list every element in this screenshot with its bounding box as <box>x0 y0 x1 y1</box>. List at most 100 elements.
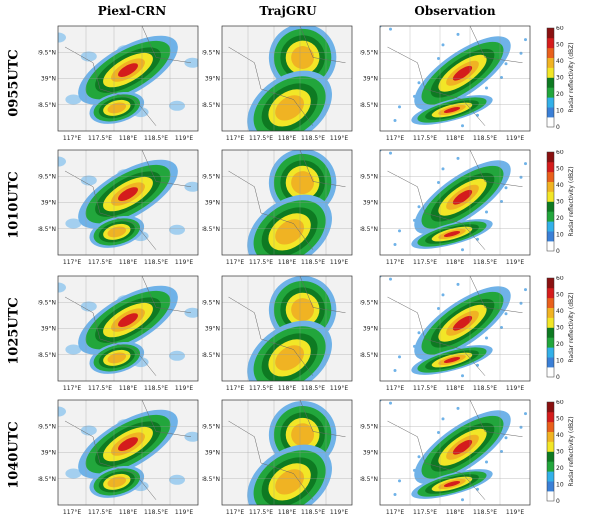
colorbar: 60 50 40 30 20 10 0 Radar reflectivity (dBZ) <box>546 150 575 255</box>
colorbar: 60 50 40 30 20 10 0 Radar reflectivity (dBZ) <box>546 276 575 381</box>
x-tick-label: 117°E <box>226 135 244 142</box>
y-tick-label: 39°N <box>41 200 56 207</box>
x-tick-label: 117°E <box>63 259 81 266</box>
y-tick-label: 39°N <box>363 200 378 207</box>
x-tick-label: 117°E <box>226 509 244 516</box>
y-tick-label: 39°N <box>363 326 378 333</box>
x-tick-label: 117.5°E <box>249 385 273 392</box>
colorbar-tick-label: 30 <box>556 75 564 82</box>
colorbar-tick-label: 10 <box>556 232 564 239</box>
colorbar-tick-label: 30 <box>556 449 564 456</box>
x-tick-label: 117°E <box>63 135 81 142</box>
x-tick-label: 118°E <box>278 509 296 516</box>
y-tick-label: 38.5°N <box>202 226 220 233</box>
colorbar-tick-label: 50 <box>556 292 564 299</box>
x-tick-label: 118°E <box>119 135 137 142</box>
x-tick-label: 119°E <box>175 509 193 516</box>
x-tick-label: 119°E <box>330 385 348 392</box>
y-tick-label: 39.5°N <box>360 423 378 430</box>
x-tick-label: 118.5°E <box>473 385 497 392</box>
x-tick-label: 117°E <box>226 259 244 266</box>
radar-panel-observation-1010utc: 39.5°N 39°N 38.5°N 117°E 117.5°E 118°E 118.5°E… <box>360 149 531 266</box>
x-tick-label: 117.5°E <box>413 259 437 266</box>
y-tick-label: 39.5°N <box>360 49 378 56</box>
x-tick-label: 118.5°E <box>301 385 325 392</box>
colorbar: 60 50 40 30 20 10 0 Radar reflectivity (dBZ) <box>546 400 575 505</box>
colorbar-tick-label: 30 <box>556 325 564 332</box>
x-tick-label: 117°E <box>386 135 404 142</box>
y-tick-label: 39°N <box>205 450 220 457</box>
y-tick-label: 39°N <box>205 200 220 207</box>
y-tick-label: 39.5°N <box>38 49 56 56</box>
radar-panel-piexl-crn-1025utc: 39.5°N 39°N 38.5°N 117°E 117.5°E 118°E 118.5°E… <box>38 275 199 392</box>
y-tick-label: 39.5°N <box>202 173 220 180</box>
x-tick-label: 118°E <box>278 135 296 142</box>
column-title-pixel-crn: Piexl-CRN <box>97 4 167 18</box>
x-tick-label: 117.5°E <box>249 135 273 142</box>
y-tick-label: 39.5°N <box>38 173 56 180</box>
colorbar-tick-label: 0 <box>556 124 560 131</box>
colorbar-tick-label: 10 <box>556 358 564 365</box>
colorbar-tick-label: 20 <box>556 91 564 98</box>
x-tick-label: 118°E <box>446 385 464 392</box>
x-tick-label: 119°E <box>506 385 524 392</box>
y-tick-label: 39.5°N <box>360 173 378 180</box>
y-tick-label: 38.5°N <box>38 102 56 109</box>
y-tick-label: 39.5°N <box>202 49 220 56</box>
y-tick-label: 38.5°N <box>38 352 56 359</box>
x-tick-label: 117.5°E <box>413 135 437 142</box>
radar-panel-piexl-crn-0955utc: 39.5°N 39°N 38.5°N 117°E 117.5°E 118°E 118.5°E… <box>38 25 199 142</box>
radar-panel-observation-0955utc: 39.5°N 39°N 38.5°N 117°E 117.5°E 118°E 118.5°E… <box>360 25 531 142</box>
x-tick-label: 117°E <box>226 385 244 392</box>
colorbar-tick-label: 0 <box>556 498 560 505</box>
y-tick-label: 39.5°N <box>360 299 378 306</box>
radar-panel-trajgru-1025utc: 39.5°N 39°N 38.5°N 117°E 117.5°E 118°E 118.5°E… <box>202 275 353 392</box>
colorbar-tick-label: 0 <box>556 374 560 381</box>
colorbar-tick-label: 30 <box>556 199 564 206</box>
y-tick-label: 39°N <box>205 326 220 333</box>
x-tick-label: 117°E <box>386 259 404 266</box>
colorbar-tick-label: 20 <box>556 341 564 348</box>
x-tick-label: 117.5°E <box>249 259 273 266</box>
x-tick-label: 117.5°E <box>88 259 112 266</box>
x-tick-label: 118.5°E <box>301 135 325 142</box>
column-title-observation: Observation <box>414 4 496 18</box>
x-tick-label: 118°E <box>119 385 137 392</box>
x-tick-label: 117.5°E <box>88 135 112 142</box>
x-tick-label: 119°E <box>330 259 348 266</box>
colorbar-tick-label: 40 <box>556 432 564 439</box>
y-tick-label: 38.5°N <box>202 476 220 483</box>
x-tick-label: 118.5°E <box>473 509 497 516</box>
y-tick-label: 38.5°N <box>38 226 56 233</box>
radar-panel-trajgru-1010utc: 39.5°N 39°N 38.5°N 117°E 117.5°E 118°E 118.5°E… <box>202 149 353 266</box>
y-tick-label: 39°N <box>363 450 378 457</box>
colorbar-tick-label: 0 <box>556 248 560 255</box>
y-tick-label: 39°N <box>363 76 378 83</box>
x-tick-label: 118.5°E <box>301 509 325 516</box>
y-tick-label: 39.5°N <box>202 299 220 306</box>
x-tick-label: 118.5°E <box>144 509 168 516</box>
x-tick-label: 118°E <box>446 135 464 142</box>
y-tick-label: 39°N <box>41 76 56 83</box>
y-tick-label: 39°N <box>205 76 220 83</box>
row-title-0955: 0955UTC <box>6 49 22 117</box>
x-tick-label: 118.5°E <box>144 135 168 142</box>
colorbar-tick-label: 50 <box>556 42 564 49</box>
colorbar-tick-label: 50 <box>556 416 564 423</box>
colorbar-tick-label: 50 <box>556 166 564 173</box>
colorbar: 60 50 40 30 20 10 0 Radar reflectivity (dBZ) <box>546 26 575 131</box>
x-tick-label: 119°E <box>175 135 193 142</box>
radar-panel-trajgru-0955utc: 39.5°N 39°N 38.5°N 117°E 117.5°E 118°E 118.5°E… <box>202 25 353 142</box>
x-tick-label: 119°E <box>330 135 348 142</box>
x-tick-label: 119°E <box>506 509 524 516</box>
x-tick-label: 117°E <box>386 509 404 516</box>
x-tick-label: 119°E <box>175 385 193 392</box>
y-tick-label: 39°N <box>41 326 56 333</box>
x-tick-label: 118°E <box>446 259 464 266</box>
x-tick-label: 118°E <box>119 509 137 516</box>
y-tick-label: 38.5°N <box>38 476 56 483</box>
x-tick-label: 117°E <box>63 509 81 516</box>
x-tick-label: 117°E <box>63 385 81 392</box>
y-tick-label: 38.5°N <box>202 352 220 359</box>
x-tick-label: 119°E <box>506 259 524 266</box>
